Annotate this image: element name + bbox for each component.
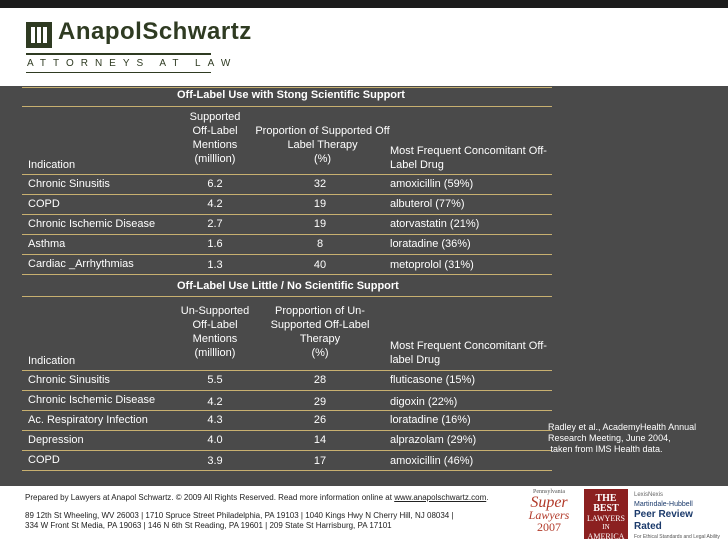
- logo-divider: [26, 72, 211, 73]
- table-rule: [22, 234, 552, 235]
- cell-drug: amoxicillin (59%): [390, 178, 474, 190]
- cell-proportion: 19: [313, 218, 327, 230]
- firm-logo-icon: [26, 22, 52, 48]
- table-rule: [22, 370, 552, 371]
- table-rule: [22, 254, 552, 255]
- column-header-proportion: Proportion of Supported Off Label Therap…: [255, 125, 390, 165]
- copyright-line: Prepared by Lawyers at Anapol Schwartz. …: [25, 493, 489, 502]
- website-link[interactable]: www.anapolschwartz.com: [394, 493, 487, 502]
- cell-proportion: 26: [313, 414, 327, 426]
- office-addresses: 89 12th St Wheeling, WV 26003 | 1710 Spr…: [25, 511, 454, 530]
- cell-proportion: 40: [313, 259, 327, 271]
- cell-drug: albuterol (77%): [390, 198, 465, 210]
- cell-proportion: 19: [313, 198, 327, 210]
- cell-proportion: 32: [313, 178, 327, 190]
- cell-mentions: 1.3: [207, 259, 223, 271]
- column-header-drug: Most Frequent Concomitant Off- label Dru…: [390, 340, 547, 366]
- peer-review-badge: LexisNexis Martindale-Hubbell Peer Revie…: [634, 492, 720, 540]
- cell-proportion: 28: [313, 374, 327, 386]
- table-rule: [22, 194, 552, 195]
- section-title: Off-Label Use with Stong Scientific Supp…: [177, 89, 405, 101]
- table-rule: [22, 470, 552, 471]
- firm-tagline: ATTORNEYS AT LAW: [27, 58, 238, 69]
- cell-mentions: 1.6: [207, 238, 223, 250]
- cell-mentions: 4.2: [207, 396, 223, 408]
- column-header-mentions: Un-Supported Off-Label Mentions (milllio…: [180, 305, 250, 359]
- table-rule: [22, 274, 552, 275]
- cell-proportion: 17: [313, 455, 327, 467]
- cell-drug: loratadine (36%): [390, 238, 471, 250]
- table-rule: [22, 410, 552, 411]
- cell-drug: metoprolol (31%): [390, 259, 474, 271]
- cell-drug: alprazolam (29%): [390, 434, 477, 446]
- cell-drug: loratadine (16%): [390, 414, 471, 426]
- column-header-indication: Indication: [28, 159, 76, 171]
- cell-proportion: 29: [313, 396, 327, 408]
- column-header-mentions: Supported Off-Label Mentions (milllion): [189, 111, 241, 165]
- best-lawyers-badge: THE BEST LAWYERS IN AMERICA: [584, 489, 628, 541]
- cell-indication: Asthma: [28, 238, 66, 250]
- cell-mentions: 6.2: [207, 178, 223, 190]
- table-rule: [22, 174, 552, 175]
- top-strip: [0, 0, 728, 8]
- cell-mentions: 5.5: [207, 374, 223, 386]
- super-lawyers-badge: Pennsylvania Super Lawyers 2007: [528, 489, 570, 534]
- cell-drug: atorvastatin (21%): [390, 218, 480, 230]
- cell-mentions: 4.3: [207, 414, 223, 426]
- cell-indication: COPD: [28, 454, 60, 466]
- table-rule: [22, 214, 552, 215]
- cell-indication: Chronic Sinusitis: [28, 178, 110, 190]
- column-header-drug: Most Frequent Concomitant Off- Label Dru…: [390, 145, 547, 171]
- table-rule: [22, 450, 552, 451]
- cell-mentions: 3.9: [207, 455, 223, 467]
- cell-mentions: 4.0: [207, 434, 223, 446]
- table-rule: [22, 87, 552, 88]
- cell-drug: digoxin (22%): [390, 396, 458, 408]
- column-header-proportion: Propportion of Un- Supported Off-Label T…: [270, 305, 370, 359]
- column-header-indication: Indication: [28, 355, 76, 367]
- cell-indication: Chronic Ischemic Disease: [28, 394, 156, 406]
- table-rule: [22, 296, 552, 297]
- firm-name: AnapolSchwartz: [58, 18, 252, 45]
- cell-proportion: 14: [313, 434, 327, 446]
- cell-indication: Ac. Respiratory Infection: [28, 414, 148, 426]
- cell-indication: Cardiac _Arrhythmias: [28, 258, 134, 270]
- cell-proportion: 8: [316, 238, 324, 250]
- table-rule: [22, 390, 552, 391]
- cell-indication: Depression: [28, 434, 84, 446]
- source-note: Radley et al., AcademyHealth Annual Rese…: [548, 422, 697, 454]
- cell-mentions: 2.7: [207, 218, 223, 230]
- cell-drug: fluticasone (15%): [390, 374, 475, 386]
- section-title: Off-Label Use Little / No Scientific Sup…: [177, 280, 399, 292]
- cell-indication: Chronic Ischemic Disease: [28, 218, 156, 230]
- cell-mentions: 4.2: [207, 198, 223, 210]
- table-rule: [22, 106, 552, 107]
- cell-drug: amoxicillin (46%): [390, 455, 474, 467]
- footer: Prepared by Lawyers at Anapol Schwartz. …: [0, 486, 728, 546]
- cell-indication: Chronic Sinusitis: [28, 374, 110, 386]
- logo-divider: [26, 53, 211, 55]
- header-area: AnapolSchwartz ATTORNEYS AT LAW: [0, 8, 728, 86]
- slide-body: [0, 86, 728, 486]
- cell-indication: COPD: [28, 198, 60, 210]
- table-rule: [22, 430, 552, 431]
